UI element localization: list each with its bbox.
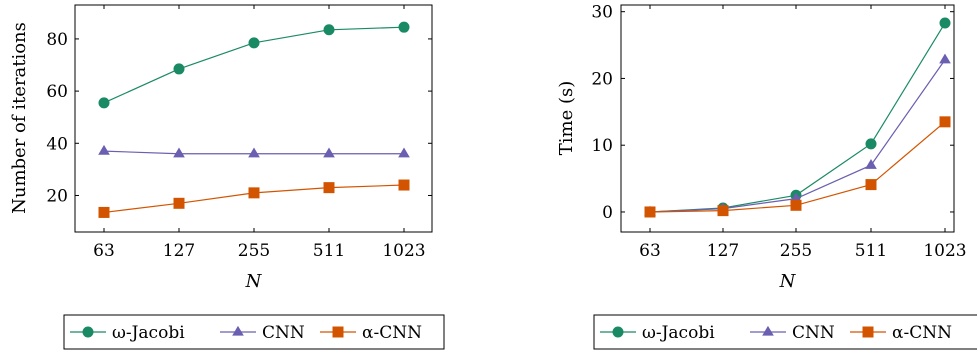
x-axis-label: N <box>779 271 797 292</box>
data-point <box>173 63 185 75</box>
data-point <box>248 187 260 199</box>
data-point <box>323 24 335 36</box>
series-2 <box>98 144 410 158</box>
y-tick-label: 20 <box>591 69 613 89</box>
y-tick-label: 30 <box>591 3 613 23</box>
x-tick-label: 63 <box>639 241 661 261</box>
data-point <box>398 21 410 33</box>
y-tick-label: 60 <box>46 82 68 102</box>
plot-frame <box>620 4 955 233</box>
x-tick-label: 511 <box>313 241 345 261</box>
legend: ω-Jacobi CNN α-CNN <box>593 314 977 350</box>
x-tick-label: 511 <box>855 241 887 261</box>
data-point <box>939 116 951 128</box>
chart-2: 0 10 20 30 63 127 255 511 1023 N Time (s) ω-Jacobi C… <box>556 3 977 350</box>
data-point <box>248 37 260 49</box>
data-point <box>98 144 110 155</box>
legend-marker <box>762 325 774 336</box>
legend-marker <box>862 326 874 338</box>
legend-marker <box>332 326 344 338</box>
x-tick-label: 1023 <box>923 241 966 261</box>
legend: ω-Jacobi CNN α-CNN <box>63 314 445 350</box>
chart-1: 20 40 60 80 63 127 255 511 1023 N Number of iterat… <box>9 4 445 350</box>
data-point <box>939 53 951 64</box>
legend-label: α-CNN <box>892 323 952 343</box>
legend-marker <box>612 326 624 338</box>
data-point <box>323 182 335 194</box>
x-axis-label: N <box>245 271 263 292</box>
y-axis-label: Number of iterations <box>9 22 30 214</box>
data-point <box>398 147 410 158</box>
data-point <box>865 138 877 150</box>
series-3 <box>644 116 951 218</box>
data-point <box>717 205 729 217</box>
data-point <box>173 147 185 158</box>
y-axis-label: Time (s) <box>556 81 577 156</box>
x-tick-label: 63 <box>93 241 115 261</box>
series-line <box>649 59 946 213</box>
x-tick-label: 255 <box>780 241 812 261</box>
legend-label: ω-Jacobi <box>112 323 185 343</box>
data-point <box>173 197 185 209</box>
y-tick-label: 80 <box>46 30 68 50</box>
legend-marker <box>232 325 244 336</box>
legend-label: ω-Jacobi <box>642 323 715 343</box>
data-point <box>865 159 877 169</box>
x-tick-label: 255 <box>238 241 270 261</box>
y-tick-label: 40 <box>46 134 68 154</box>
data-point <box>865 179 877 191</box>
data-point <box>790 199 802 211</box>
data-point <box>939 17 951 29</box>
x-tick-label: 1023 <box>382 241 425 261</box>
y-tick-label: 10 <box>591 136 613 156</box>
legend-label: CNN <box>792 323 835 343</box>
series-line <box>649 22 946 213</box>
y-tick-label: 0 <box>602 203 613 223</box>
data-point <box>98 206 110 218</box>
y-tick-label: 20 <box>46 186 68 206</box>
legend-label: CNN <box>262 323 305 343</box>
data-point <box>98 97 110 109</box>
data-point <box>644 206 656 218</box>
data-point <box>323 147 335 158</box>
legend-marker <box>82 326 94 338</box>
x-tick-label: 127 <box>707 241 739 261</box>
legend-label: α-CNN <box>362 323 422 343</box>
data-point <box>398 179 410 191</box>
series-3 <box>98 179 410 218</box>
series-1 <box>98 21 410 109</box>
x-tick-label: 127 <box>163 241 195 261</box>
data-point <box>248 147 260 158</box>
